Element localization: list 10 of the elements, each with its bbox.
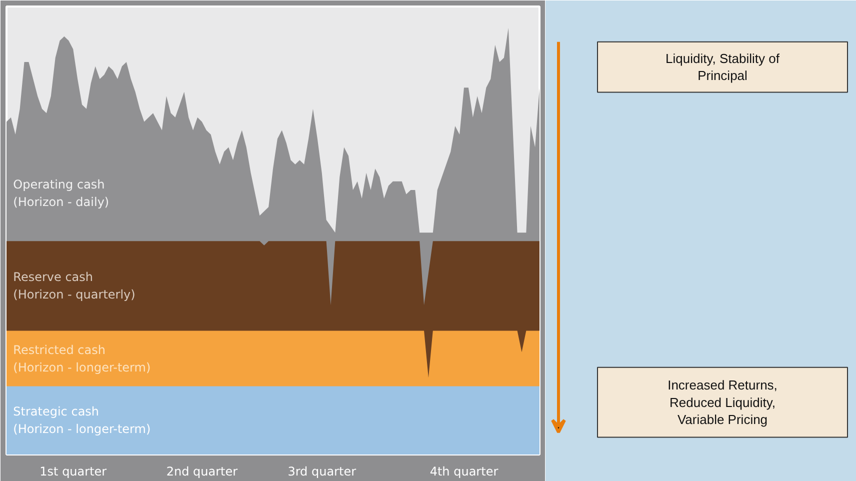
x-tick-label: 3rd quarter (288, 464, 356, 478)
series-label: Reserve cash (Horizon - quarterly) (13, 270, 136, 302)
x-tick-label: 1st quarter (40, 464, 107, 478)
series-label: Operating cash (Horizon - daily) (13, 178, 110, 210)
x-tick-label: 4th quarter (430, 464, 498, 478)
text: Liquidity, Stability of Principal (666, 50, 780, 84)
series-label: Restricted cash (Horizon - longer-term) (13, 342, 151, 374)
text: Increased Returns, Reduced Liquidity, Variable Pricing (668, 378, 778, 428)
series-label: Strategic cash (Horizon - longer-term) (13, 404, 151, 436)
x-tick-label: 2nd quarter (166, 464, 238, 478)
